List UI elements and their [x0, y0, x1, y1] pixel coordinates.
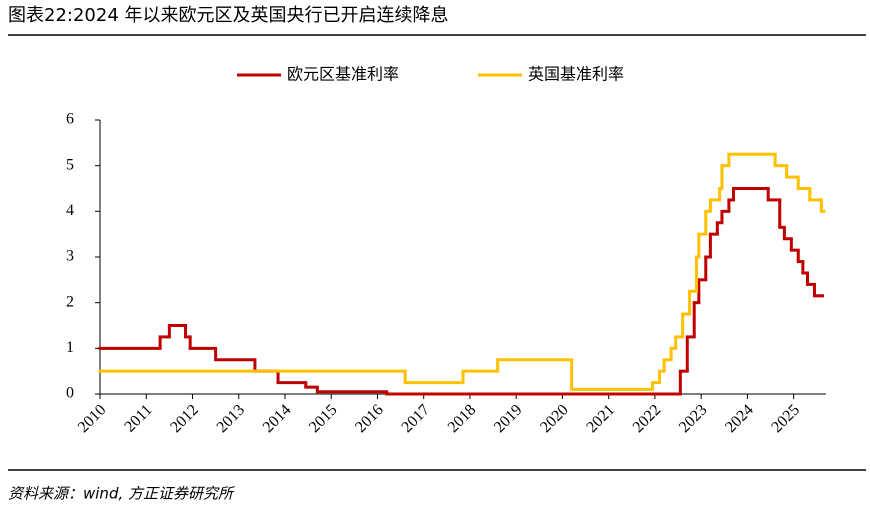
- x-tick-label: 2017: [398, 401, 433, 436]
- y-tick-label: 6: [66, 111, 74, 128]
- legend-label: 欧元区基准利率: [287, 65, 399, 84]
- x-tick-label: 2021: [583, 401, 618, 436]
- source: 资料来源：wind, 方正证券研究所: [8, 485, 235, 503]
- legend-label: 英国基准利率: [528, 65, 624, 84]
- x-tick-label: 2010: [75, 401, 110, 436]
- y-tick-label: 3: [66, 248, 74, 265]
- y-tick-label: 1: [66, 339, 74, 356]
- x-tick-label: 2014: [260, 401, 295, 436]
- x-tick-label: 2018: [445, 401, 480, 436]
- x-tick-label: 2019: [491, 401, 526, 436]
- x-tick-label: 2023: [676, 401, 711, 436]
- x-tick-label: 2022: [630, 401, 665, 436]
- y-tick-label: 0: [66, 385, 74, 402]
- x-tick-label: 2025: [768, 401, 803, 436]
- y-tick-label: 5: [66, 156, 74, 173]
- x-tick-label: 2020: [537, 401, 572, 436]
- x-tick-label: 2012: [167, 401, 202, 436]
- chart-title: 图表22:2024 年以来欧元区及英国央行已开启连续降息: [8, 5, 449, 26]
- y-tick-label: 4: [66, 202, 74, 219]
- x-tick-label: 2015: [306, 401, 341, 436]
- x-tick-label: 2013: [214, 401, 249, 436]
- x-tick-label: 2011: [121, 401, 155, 435]
- x-tick-label: 2024: [722, 401, 757, 436]
- y-tick-label: 2: [66, 293, 74, 310]
- x-tick-label: 2016: [352, 401, 387, 436]
